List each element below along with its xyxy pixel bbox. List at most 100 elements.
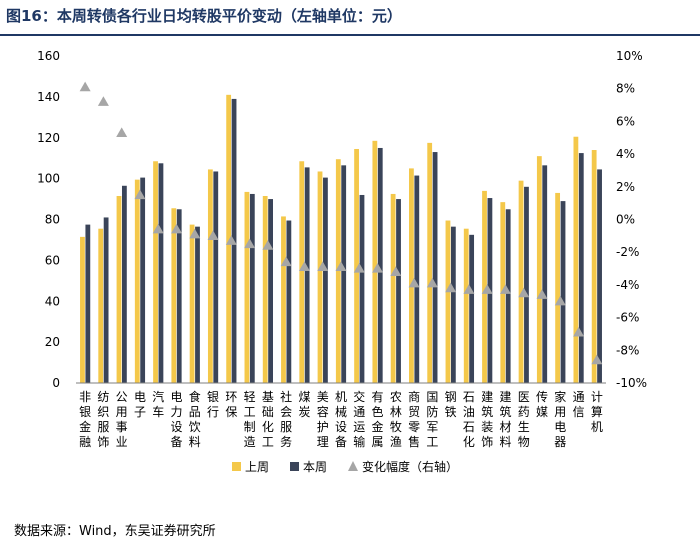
bar-prev-week xyxy=(409,168,414,383)
bar-this-week xyxy=(359,194,365,383)
change-marker xyxy=(79,81,91,92)
bar-prev-week xyxy=(262,195,268,383)
bar-this-week xyxy=(542,165,548,383)
bar-this-week xyxy=(505,209,511,383)
category-label: 计算机 xyxy=(591,390,603,434)
right-axis-tick-label: -8% xyxy=(616,343,639,357)
change-marker xyxy=(280,256,292,267)
category-label: 电力设备 xyxy=(171,390,183,449)
change-marker xyxy=(573,326,585,337)
change-marker xyxy=(244,238,256,249)
bar-prev-week xyxy=(536,156,542,383)
category-label: 银行 xyxy=(207,390,219,419)
right-axis-tick-label: -4% xyxy=(616,278,639,292)
category-label: 基础化工 xyxy=(262,390,274,449)
bar-prev-week xyxy=(153,161,158,383)
right-axis-tick-label: 0% xyxy=(616,213,635,227)
right-axis-tick-label: 6% xyxy=(616,114,635,128)
category-label: 公用事业 xyxy=(116,390,128,449)
bar-this-week xyxy=(140,177,146,383)
category-label: 商贸零售 xyxy=(408,389,420,449)
bar-prev-week xyxy=(482,190,487,383)
bar-this-week xyxy=(560,201,566,383)
bar-prev-week xyxy=(98,228,104,383)
left-axis-tick-label: 160 xyxy=(37,49,60,63)
category-label: 纺织服饰 xyxy=(97,390,109,449)
bar-this-week xyxy=(103,217,109,383)
bar-this-week xyxy=(323,177,328,383)
bar-prev-week xyxy=(354,148,359,383)
left-axis-tick-label: 120 xyxy=(37,131,60,145)
change-marker xyxy=(317,261,329,272)
bar-prev-week xyxy=(134,179,140,383)
change-marker xyxy=(207,230,219,240)
bar-prev-week xyxy=(281,216,286,383)
bar-prev-week xyxy=(171,208,177,383)
bar-prev-week xyxy=(555,192,561,383)
change-marker xyxy=(134,189,146,200)
bar-prev-week xyxy=(335,159,341,383)
legend-label-prev: 上周 xyxy=(245,460,269,474)
bar-this-week xyxy=(195,226,200,383)
right-axis-tick-label: -10% xyxy=(616,376,647,390)
left-axis-tick-label: 80 xyxy=(45,213,60,227)
right-axis-tick-label: 4% xyxy=(616,147,635,161)
category-label: 医药生物 xyxy=(518,390,530,449)
category-label: 社会服务 xyxy=(280,389,292,449)
change-marker xyxy=(262,240,274,250)
category-label: 美容护理 xyxy=(317,390,329,449)
category-label: 轻工制造 xyxy=(244,390,256,449)
change-marker xyxy=(372,263,384,273)
bar-prev-week xyxy=(317,171,323,383)
bar-prev-week xyxy=(427,142,433,383)
category-label: 建筑材料 xyxy=(499,390,511,449)
change-marker xyxy=(116,127,128,137)
bar-this-week xyxy=(341,165,347,383)
chart-area: 0 20 40 60 80 100 120 140 160 -10% -8% -6% -4% -2% 0% 2… xyxy=(37,49,647,474)
change-marker xyxy=(481,284,493,294)
bar-this-week xyxy=(158,163,164,383)
category-label: 国防军工 xyxy=(426,390,438,449)
bar-prev-week xyxy=(518,180,524,383)
bar-this-week xyxy=(121,185,127,383)
bar-prev-week xyxy=(80,236,85,383)
change-marker xyxy=(353,263,365,273)
change-marker xyxy=(463,284,475,294)
bar-this-week xyxy=(597,169,602,383)
source-note: 数据来源：Wind，东吴证券研究所 xyxy=(14,524,216,539)
left-axis-tick-label: 20 xyxy=(45,335,60,349)
change-marker xyxy=(171,223,183,234)
category-label: 石油石化 xyxy=(463,390,475,449)
bar-prev-week xyxy=(390,193,396,383)
bar-this-week xyxy=(304,167,310,383)
category-label: 电子 xyxy=(134,390,146,419)
bar-this-week xyxy=(249,193,255,383)
bar-prev-week xyxy=(445,220,451,383)
bar-this-week xyxy=(176,209,182,383)
left-axis-tick-label: 100 xyxy=(37,172,60,186)
category-label: 非银金融 xyxy=(79,390,91,449)
category-label: 环保 xyxy=(225,390,237,419)
bar-this-week xyxy=(524,186,529,383)
right-axis-tick-label: -2% xyxy=(616,245,639,259)
change-marker xyxy=(518,287,530,298)
bar-prev-week xyxy=(299,161,305,383)
category-label: 家用电器 xyxy=(554,389,566,449)
category-label: 煤炭 xyxy=(298,390,310,419)
bar-prev-week xyxy=(463,228,469,383)
bar-prev-week xyxy=(207,169,213,383)
left-axis-tick-label: 60 xyxy=(45,253,60,267)
change-marker xyxy=(426,277,438,288)
change-marker xyxy=(152,223,164,234)
bar-prev-week xyxy=(591,150,597,383)
legend-swatch-prev xyxy=(232,462,241,471)
right-axis-tick-label: 10% xyxy=(616,49,643,63)
change-marker xyxy=(554,295,566,306)
legend-swatch-change xyxy=(348,461,358,471)
category-label: 食品饮料 xyxy=(189,389,201,449)
legend-label-curr: 本周 xyxy=(303,460,327,474)
bar-prev-week xyxy=(372,140,378,383)
right-axis-tick-label: -6% xyxy=(616,311,639,325)
change-marker xyxy=(189,228,201,239)
bar-prev-week xyxy=(573,136,579,383)
